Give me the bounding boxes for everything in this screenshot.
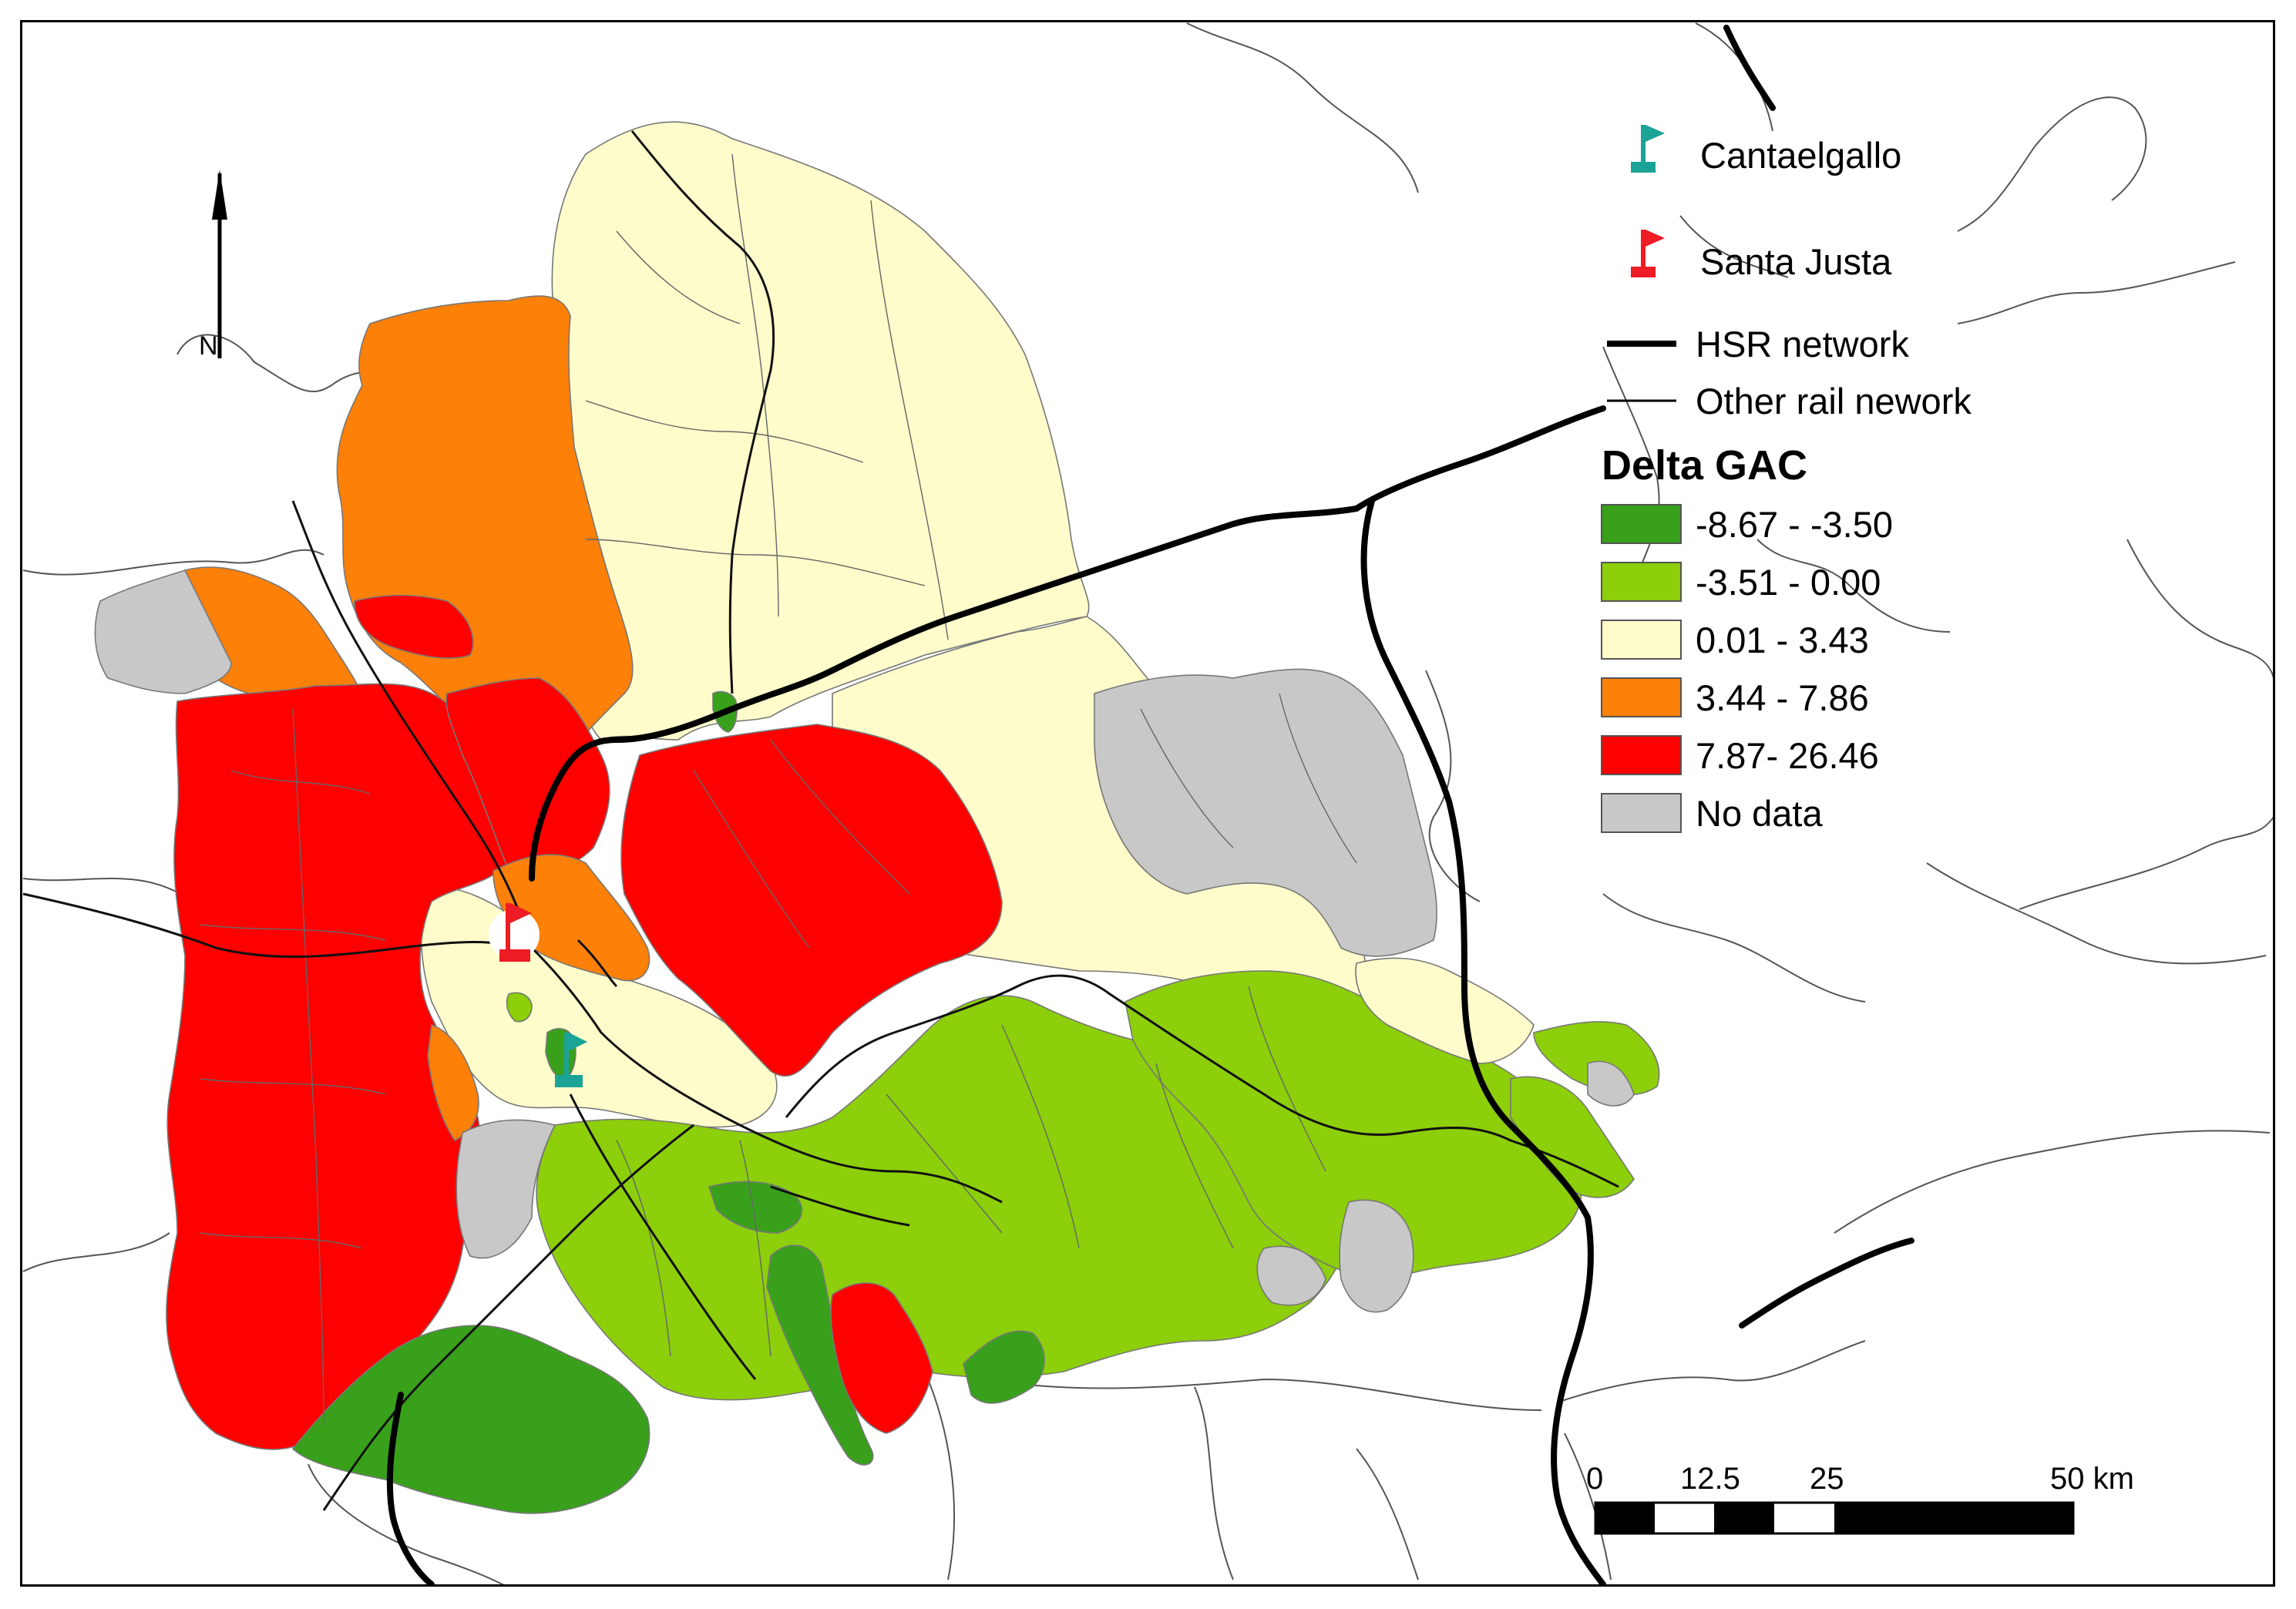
legend-class-label-1: -8.67 - -3.50 (1696, 504, 1893, 545)
legend-santa-justa-icon (1631, 230, 1665, 277)
legend-classes: -8.67 - -3.50 -3.51 - 0.00 0.01 - 3.43 3… (1601, 504, 1893, 834)
legend-title: Delta GAC (1602, 442, 1807, 489)
legend-swatch-4 (1601, 677, 1682, 717)
region-darkgreen-patch-1 (708, 1181, 803, 1234)
legend-class-label-6: No data (1696, 793, 1823, 834)
scale-tick-0: 0 (1586, 1462, 1603, 1496)
region-red-center-north (445, 677, 610, 875)
scale-bar-inner-white-4 (1774, 1509, 1834, 1527)
legend-swatch-2 (1601, 562, 1682, 602)
scale-tick-25: 25 (1810, 1462, 1844, 1496)
region-boundaries (22, 22, 2273, 1584)
legend-class-label-4: 3.44 - 7.86 (1696, 677, 1869, 718)
region-lightgreen-south (536, 995, 1357, 1401)
legend-class-label-5: 7.87- 26.46 (1696, 735, 1879, 776)
north-arrow: N (199, 170, 227, 361)
region-grey-far-east (1587, 1060, 1635, 1107)
region-red-east (620, 724, 1003, 1077)
choropleth-regions (94, 121, 1660, 1514)
legend-hsr-label: HSR network (1696, 324, 1909, 364)
region-darkgreen-sw (291, 1325, 650, 1514)
legend-swatch-6 (1601, 793, 1682, 833)
region-lightgreen-east (1124, 970, 1583, 1278)
region-lightgreen-small (506, 992, 533, 1023)
region-grey-nw (94, 569, 232, 694)
region-lightgreen-far-east-2 (1533, 1021, 1660, 1096)
region-grey-east-1 (1339, 1199, 1414, 1313)
legend: Cantaelgallo Santa Justa HSR network Oth… (1601, 125, 1972, 834)
scale-tick-12-5: 12.5 (1680, 1462, 1740, 1496)
legend-cantaelgallo-icon (1631, 125, 1665, 173)
legend-swatch-5 (1601, 735, 1682, 775)
north-arrow-label: N (199, 331, 218, 361)
region-red-nw-small (354, 594, 474, 659)
region-yellow-far-east (1355, 957, 1535, 1064)
legend-cantaelgallo-label: Cantaelgallo (1700, 135, 1901, 176)
scale-bar-seg-3 (1714, 1503, 1774, 1533)
legend-other-rail-label: Other rail nework (1696, 381, 1972, 422)
santa-justa-map-marker (489, 903, 540, 962)
other-rail-network (22, 130, 1619, 1511)
scale-bar-seg-1 (1595, 1503, 1655, 1533)
region-orange-sw-strip (427, 1023, 479, 1142)
region-grey-mid (1094, 668, 1437, 957)
scale-tick-50: 50 km (2050, 1462, 2134, 1496)
legend-swatch-1 (1601, 504, 1682, 544)
region-grey-east-2 (1256, 1245, 1326, 1306)
internal-boundaries (200, 153, 1357, 1426)
region-grey-west-south (456, 1119, 556, 1259)
region-red-south-small (830, 1282, 933, 1434)
region-darkgreen-center-strip (766, 1245, 874, 1466)
cantaelgallo-map-marker (555, 1033, 587, 1087)
legend-class-label-2: -3.51 - 0.00 (1696, 562, 1881, 603)
scale-bar-seg-5 (1834, 1503, 2073, 1533)
region-darkgreen-patch-2 (963, 1330, 1045, 1404)
scale-bar-inner-white-2 (1655, 1509, 1714, 1527)
scale-bar: 0 12.5 25 50 km (1586, 1462, 2134, 1535)
legend-santa-justa-label: Santa Justa (1700, 241, 1892, 282)
legend-swatch-3 (1601, 620, 1682, 660)
legend-class-label-3: 0.01 - 3.43 (1696, 620, 1869, 660)
hsr-network (386, 25, 1914, 1584)
